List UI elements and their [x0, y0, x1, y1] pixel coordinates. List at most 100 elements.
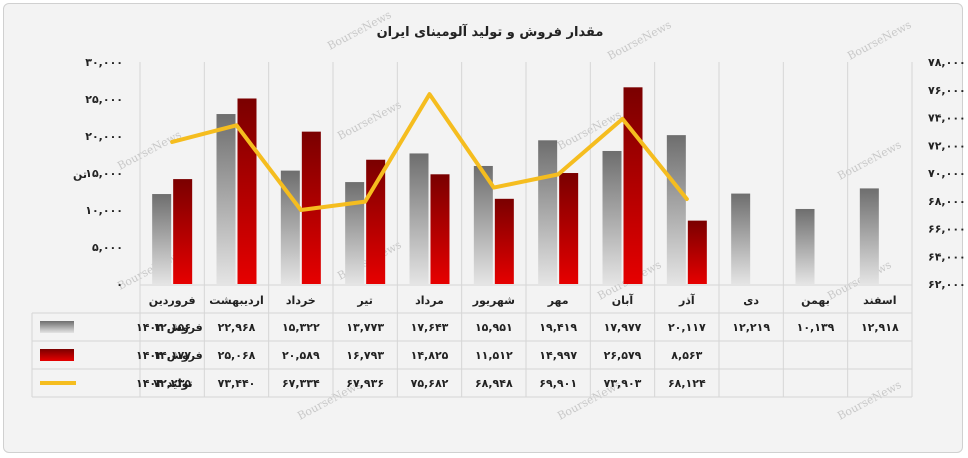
y2-tick-label-4: ۷۰,۰۰۰ — [928, 167, 966, 180]
bar-sales-1403-9 — [731, 193, 751, 284]
watermark-2: BourseNews — [845, 18, 914, 63]
category-label-0: فروردین — [149, 294, 196, 307]
bar-sales-1403-7 — [602, 150, 622, 284]
data-label-2-1: ۷۳,۴۴۰ — [218, 377, 256, 390]
y-tick-label-0: ۰ — [116, 278, 123, 291]
data-label-2-7: ۷۳,۹۰۳ — [604, 377, 642, 390]
legend-swatch-1 — [40, 349, 74, 361]
legend-swatch-0 — [40, 321, 74, 333]
y2-tick-label-3: ۶۸,۰۰۰ — [928, 195, 966, 208]
category-label-10: بهمن — [801, 294, 830, 307]
bar-sales-1404-7 — [623, 87, 643, 284]
bar-sales-1403-6 — [538, 140, 558, 284]
data-label-0-2: ۱۵,۳۲۲ — [282, 321, 320, 334]
data-label-2-5: ۶۸,۹۴۸ — [475, 377, 513, 390]
data-label-0-11: ۱۲,۹۱۸ — [861, 321, 899, 334]
bar-sales-1404-3 — [366, 159, 386, 284]
point-production-1404-5 — [493, 187, 495, 189]
data-label-0-6: ۱۹,۴۱۹ — [539, 321, 577, 334]
category-label-8: آذر — [678, 293, 695, 307]
category-label-4: مرداد — [415, 294, 444, 307]
data-label-1-2: ۲۰,۵۸۹ — [282, 349, 320, 362]
data-label-0-4: ۱۷,۶۴۳ — [411, 321, 449, 334]
data-label-2-0: ۷۲,۲۳۵ — [153, 377, 191, 390]
data-label-1-4: ۱۴,۸۲۵ — [411, 349, 449, 362]
point-production-1404-8 — [686, 198, 688, 200]
category-label-9: دی — [743, 294, 759, 307]
bar-sales-1403-8 — [666, 135, 686, 284]
data-label-2-8: ۶۸,۱۲۴ — [668, 377, 706, 390]
y2-tick-label-2: ۶۶,۰۰۰ — [928, 223, 966, 236]
data-label-0-5: ۱۵,۹۵۱ — [475, 321, 513, 334]
data-label-2-6: ۶۹,۹۰۱ — [539, 377, 577, 390]
y-tick-label-6: ۳۰,۰۰۰ — [85, 56, 123, 69]
data-label-2-4: ۷۵,۶۸۲ — [411, 377, 449, 390]
watermark-6: BourseNews — [835, 138, 904, 183]
y-tick-label-4: ۲۰,۰۰۰ — [85, 130, 123, 143]
bar-sales-1403-4 — [409, 153, 429, 284]
data-label-0-9: ۱۲,۲۱۹ — [732, 321, 770, 334]
data-label-0-10: ۱۰,۱۳۹ — [797, 321, 835, 334]
data-label-0-8: ۲۰,۱۱۷ — [668, 321, 706, 334]
bar-sales-1404-6 — [559, 173, 579, 284]
bar-sales-1404-4 — [430, 174, 450, 284]
legend-label-1: فروش ۱۴۰۴ — [136, 349, 203, 362]
y2-tick-label-8: ۷۸,۰۰۰ — [928, 56, 966, 69]
bar-sales-1404-1 — [237, 98, 257, 285]
legend-label-2: تولید ۱۴۰۴ — [136, 377, 193, 390]
category-label-3: تیر — [356, 294, 372, 307]
category-label-2: خرداد — [286, 294, 316, 307]
category-label-1: اردیبهشت — [209, 294, 263, 307]
legend-label-0: فروش ۱۴۰۳ — [136, 321, 203, 334]
point-production-1404-2 — [300, 209, 302, 211]
data-label-1-8: ۸,۵۶۳ — [671, 349, 702, 362]
point-production-1404-0 — [171, 141, 173, 143]
data-label-1-6: ۱۴,۹۹۷ — [539, 349, 577, 362]
y2-tick-label-0: ۶۲,۰۰۰ — [928, 278, 966, 291]
bar-sales-1403-10 — [795, 208, 815, 284]
y-tick-label-1: ۵,۰۰۰ — [92, 241, 123, 254]
data-label-0-3: ۱۳,۷۷۳ — [346, 321, 384, 334]
y2-tick-label-1: ۶۴,۰۰۰ — [928, 250, 966, 263]
point-production-1404-3 — [364, 201, 366, 203]
data-label-1-7: ۲۶,۵۷۹ — [604, 349, 642, 362]
y-axis-label: تن — [73, 168, 87, 181]
bar-sales-1404-8 — [687, 220, 707, 284]
y2-tick-label-7: ۷۶,۰۰۰ — [928, 84, 966, 97]
category-label-6: مهر — [547, 294, 569, 307]
data-label-2-3: ۶۷,۹۳۶ — [346, 377, 384, 390]
data-label-1-0: ۱۴,۱۷۷ — [153, 349, 191, 362]
y-tick-label-5: ۲۵,۰۰۰ — [85, 93, 123, 106]
bar-sales-1403-3 — [345, 182, 365, 284]
bar-sales-1403-2 — [280, 170, 300, 284]
bar-sales-1403-5 — [473, 165, 493, 284]
data-label-2-2: ۶۷,۳۳۴ — [282, 377, 320, 390]
y-tick-label-2: ۱۰,۰۰۰ — [85, 204, 123, 217]
bar-sales-1403-1 — [216, 114, 236, 284]
data-label-1-1: ۲۵,۰۶۸ — [218, 349, 256, 362]
category-label-5: شهریور — [472, 294, 515, 307]
watermark-3: BourseNews — [115, 128, 184, 173]
data-label-1-3: ۱۶,۷۹۳ — [346, 349, 384, 362]
point-production-1404-6 — [557, 173, 559, 175]
watermark-4: BourseNews — [335, 98, 404, 143]
data-label-1-5: ۱۱,۵۱۲ — [475, 349, 513, 362]
point-production-1404-4 — [429, 93, 430, 95]
watermark-13: BourseNews — [835, 378, 904, 423]
chart-title: مقدار فروش و تولید آلومینای ایران — [377, 23, 604, 40]
bar-sales-1403-0 — [152, 194, 172, 284]
category-label-7: آبان — [612, 293, 634, 307]
y2-tick-label-6: ۷۴,۰۰۰ — [928, 112, 966, 125]
y-tick-label-3: ۱۵,۰۰۰ — [85, 167, 123, 180]
data-label-0-7: ۱۷,۹۷۷ — [604, 321, 642, 334]
point-production-1404-7 — [622, 118, 623, 120]
bar-sales-1404-0 — [173, 179, 193, 284]
point-production-1404-1 — [236, 124, 237, 126]
bar-sales-1403-11 — [859, 188, 879, 284]
data-label-0-0: ۱۲,۱۵۶ — [153, 321, 191, 334]
category-label-11: اسفند — [863, 294, 896, 307]
watermark-1: BourseNews — [605, 18, 674, 63]
y2-tick-label-5: ۷۲,۰۰۰ — [928, 139, 966, 152]
data-label-0-1: ۲۲,۹۶۸ — [218, 321, 256, 334]
